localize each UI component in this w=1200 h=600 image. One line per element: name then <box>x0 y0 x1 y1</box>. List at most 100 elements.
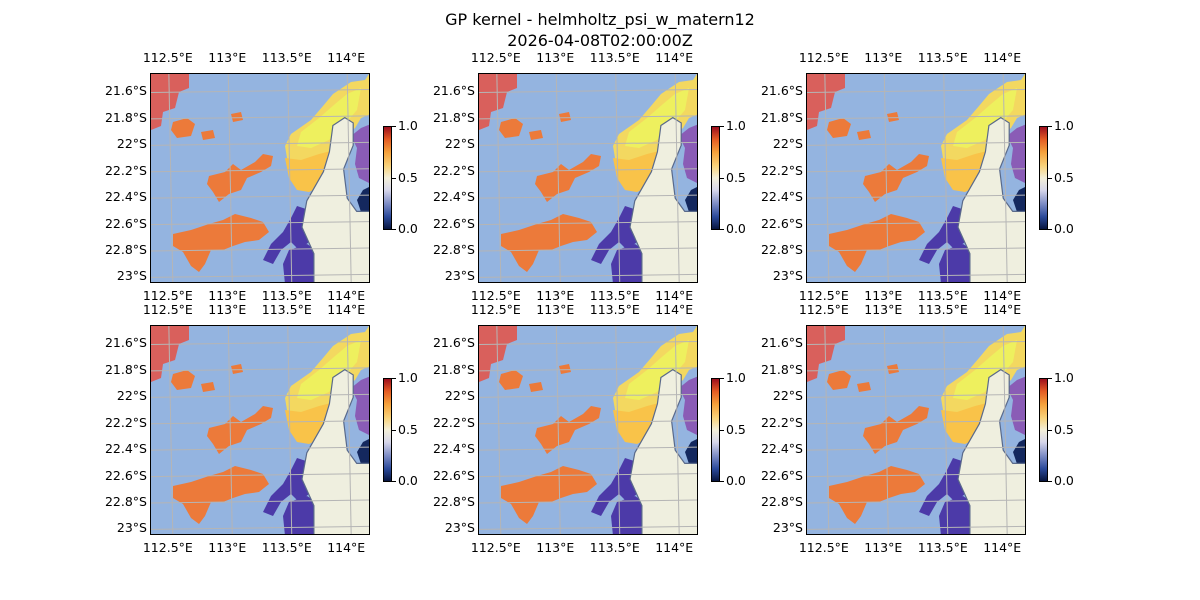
lat-tick-label: 22.6°S <box>432 467 475 483</box>
lon-tick-label-bottom: 112.5°E <box>798 540 849 555</box>
lat-tick-label: 21.6°S <box>432 335 475 351</box>
meridian-gridline <box>883 326 889 534</box>
colorbar-tick-label: 0.0 <box>726 473 746 488</box>
parallel-gridline <box>479 115 697 120</box>
lat-tick-label: 22.8°S <box>432 241 475 257</box>
parallel-gridline <box>151 473 369 478</box>
colorbar <box>383 126 392 230</box>
field-region <box>499 118 523 138</box>
meridian-gridline <box>555 326 561 534</box>
meridian-gridline <box>824 74 830 282</box>
lon-tick-label-top: 114°E <box>327 50 366 65</box>
field-region <box>297 88 361 148</box>
lat-tick-label: 22.2°S <box>432 414 475 430</box>
map-panel-6 <box>806 325 1026 535</box>
field-region <box>857 382 871 392</box>
colorbar-tick-label: 1.0 <box>726 370 746 385</box>
field-region <box>887 112 899 122</box>
lat-tick-label: 22.6°S <box>432 215 475 231</box>
field-region <box>283 244 321 282</box>
field-region <box>231 112 243 122</box>
parallel-gridline <box>479 393 697 398</box>
lon-tick-label-top: 113.5°E <box>261 302 312 317</box>
parallel-gridline <box>151 341 369 345</box>
lat-tick-label: 22.2°S <box>760 414 803 430</box>
field-region <box>1013 439 1025 466</box>
meridian-gridline <box>824 326 830 534</box>
lat-tick-label: 22.6°S <box>104 215 147 231</box>
lat-tick-label: 22.8°S <box>760 493 803 509</box>
lon-tick-label-top: 114°E <box>655 50 694 65</box>
colorbar <box>383 378 392 482</box>
parallel-gridline <box>807 115 1025 120</box>
field-region <box>479 326 517 382</box>
map-panel-3 <box>806 73 1026 283</box>
lon-tick-label-bottom: 112.5°E <box>470 540 521 555</box>
colorbar-tick-mark <box>392 229 396 230</box>
parallel-gridline <box>807 194 1025 199</box>
parallel-gridline <box>479 473 697 478</box>
field-region <box>625 340 689 400</box>
colorbar-tick-mark <box>720 126 724 127</box>
lat-tick-label: 22.8°S <box>760 241 803 257</box>
parallel-gridline <box>151 89 369 93</box>
lon-tick-label-top: 112.5°E <box>142 302 193 317</box>
colorbar-tick-mark <box>1048 177 1052 179</box>
meridian-gridline <box>1002 326 1008 534</box>
field-region <box>939 244 977 282</box>
lat-tick-label: 23°S <box>444 268 475 284</box>
parallel-gridline <box>151 194 369 199</box>
lon-tick-label-top: 114°E <box>327 302 366 317</box>
map-panel-1 <box>150 73 370 283</box>
meridian-gridline <box>1002 74 1008 282</box>
field-region <box>1013 187 1025 214</box>
colorbar-tick-label: 0.0 <box>1054 473 1074 488</box>
lat-tick-label: 22.4°S <box>760 189 803 205</box>
colorbar-tick-mark <box>720 177 724 179</box>
lat-tick-label: 21.6°S <box>760 83 803 99</box>
field-region <box>207 406 273 454</box>
colorbar-tick-label: 0.0 <box>398 473 418 488</box>
field-region <box>529 382 543 392</box>
lon-tick-label-bottom: 114°E <box>327 540 366 555</box>
map-canvas <box>479 326 697 534</box>
field-region <box>479 74 517 130</box>
lat-tick-label: 22°S <box>116 136 147 152</box>
colorbar-tick-mark <box>1048 126 1052 127</box>
lat-tick-label: 22°S <box>772 388 803 404</box>
field-region <box>529 130 543 140</box>
lat-tick-label: 23°S <box>772 268 803 284</box>
lat-tick-label: 21.8°S <box>432 109 475 125</box>
parallel-gridline <box>807 141 1025 146</box>
parallel-gridline <box>151 367 369 372</box>
meridian-gridline <box>168 74 174 282</box>
lon-tick-label-bottom: 113°E <box>208 288 247 303</box>
parallel-gridline <box>151 393 369 398</box>
field-region <box>231 364 243 374</box>
field-region <box>863 406 929 454</box>
lon-tick-label-bottom: 112.5°E <box>142 288 193 303</box>
field-region <box>611 244 649 282</box>
field-region <box>829 214 925 272</box>
lat-tick-label: 22.6°S <box>104 467 147 483</box>
colorbar-tick-mark <box>392 481 396 482</box>
map-canvas <box>151 74 369 282</box>
colorbar-tick-mark <box>720 229 724 230</box>
lat-tick-label: 22.2°S <box>760 162 803 178</box>
parallel-gridline <box>151 446 369 451</box>
lon-tick-label-top: 112.5°E <box>798 50 849 65</box>
colorbar-tick-mark <box>392 429 396 431</box>
field-region <box>151 74 189 130</box>
field-region <box>827 118 851 138</box>
colorbar-tick-mark <box>720 378 724 379</box>
lat-tick-label: 22.8°S <box>104 493 147 509</box>
colorbar-tick-mark <box>392 177 396 179</box>
lat-tick-label: 22°S <box>444 388 475 404</box>
parallel-gridline <box>151 141 369 146</box>
figure-timestamp: 2026-04-08T02:00:00Z <box>507 31 693 50</box>
colorbar-tick-label: 1.0 <box>1054 118 1074 133</box>
meridian-gridline <box>496 74 502 282</box>
meridian-gridline <box>227 74 233 282</box>
land-mass <box>957 116 1025 282</box>
